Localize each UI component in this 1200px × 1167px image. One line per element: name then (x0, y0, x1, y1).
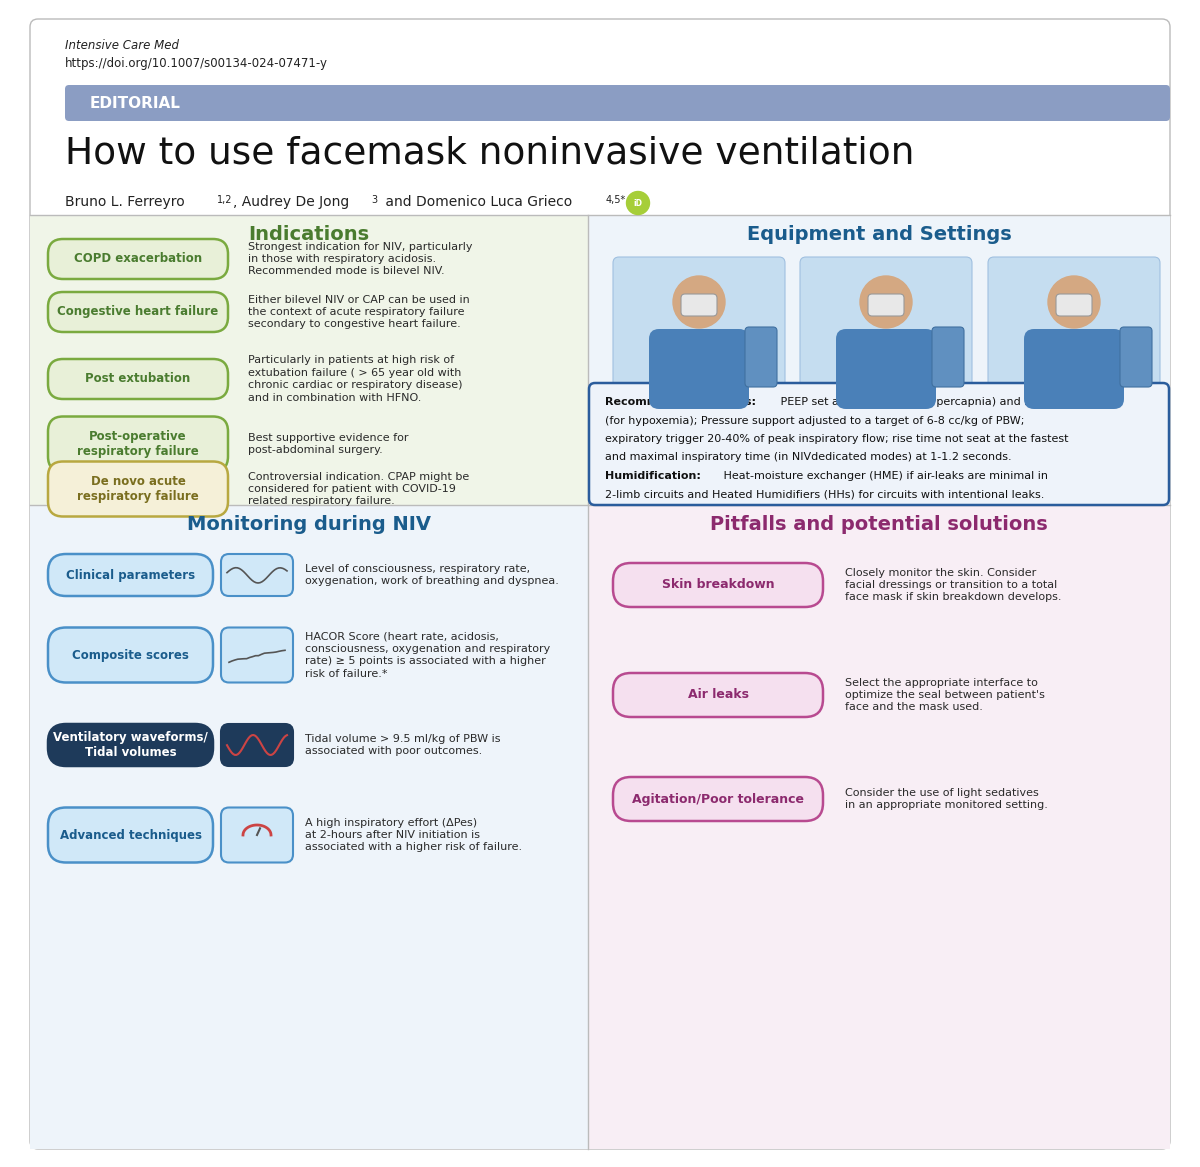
FancyBboxPatch shape (868, 294, 904, 316)
Text: PEEP set at 5 cmH₂O (for hypercapnia) and 5-8 cmH₂O: PEEP set at 5 cmH₂O (for hypercapnia) an… (778, 397, 1085, 407)
Text: Closely monitor the skin. Consider
facial dressings or transition to a total
fac: Closely monitor the skin. Consider facia… (845, 567, 1062, 602)
Text: Humidification:: Humidification: (605, 471, 701, 481)
FancyBboxPatch shape (48, 239, 228, 279)
Text: (2-limb circuit): (2-limb circuit) (845, 443, 926, 453)
FancyBboxPatch shape (48, 628, 214, 683)
FancyBboxPatch shape (30, 19, 1170, 1149)
Text: Congestive heart failure: Congestive heart failure (58, 306, 218, 319)
Text: Post-operative
respiratory failure: Post-operative respiratory failure (77, 429, 199, 459)
Text: Indications: Indications (248, 225, 370, 244)
FancyBboxPatch shape (48, 359, 228, 399)
Text: Select the appropriate interface to
optimize the seal between patient's
face and: Select the appropriate interface to opti… (845, 678, 1045, 712)
FancyBboxPatch shape (836, 329, 936, 408)
FancyBboxPatch shape (65, 85, 1170, 121)
Text: 3: 3 (371, 195, 377, 205)
Text: Pitfalls and potential solutions: Pitfalls and potential solutions (710, 515, 1048, 534)
Text: Clinical parameters: Clinical parameters (66, 568, 196, 581)
Text: Strongest indication for NIV, particularly
in those with respiratory acidosis.
R: Strongest indication for NIV, particular… (248, 242, 473, 277)
Text: (for hypoxemia); Pressure support adjusted to a target of 6-8 cc/kg of PBW;: (for hypoxemia); Pressure support adjust… (605, 415, 1025, 426)
Text: Bruno L. Ferreyro: Bruno L. Ferreyro (65, 195, 185, 209)
Text: 1,2: 1,2 (217, 195, 233, 205)
FancyBboxPatch shape (988, 257, 1160, 417)
FancyBboxPatch shape (48, 808, 214, 862)
FancyBboxPatch shape (221, 554, 293, 596)
Text: iD: iD (634, 198, 642, 208)
FancyBboxPatch shape (1056, 294, 1092, 316)
FancyBboxPatch shape (589, 383, 1169, 505)
Text: Best supportive evidence for
post-abdominal surgery.: Best supportive evidence for post-abdomi… (248, 433, 408, 455)
FancyBboxPatch shape (613, 562, 823, 607)
Text: Particularly in patients at high risk of
extubation failure ( > 65 year old with: Particularly in patients at high risk of… (248, 356, 462, 403)
FancyBboxPatch shape (221, 808, 293, 862)
Text: , Audrey De Jong: , Audrey De Jong (233, 195, 349, 209)
Text: Controversial indication. CPAP might be
considered for patient with COVID-19
rel: Controversial indication. CPAP might be … (248, 471, 469, 506)
FancyBboxPatch shape (48, 417, 228, 471)
Text: Recommended settings:: Recommended settings: (605, 397, 756, 407)
FancyBboxPatch shape (221, 724, 293, 766)
Text: Level of consciousness, respiratory rate,
oxygenation, work of breathing and dys: Level of consciousness, respiratory rate… (305, 564, 559, 586)
Text: Skin breakdown: Skin breakdown (661, 579, 774, 592)
FancyBboxPatch shape (588, 505, 1170, 1149)
Text: Either bilevel NIV or CAP can be used in
the context of acute respiratory failur: Either bilevel NIV or CAP can be used in… (248, 294, 469, 329)
Text: Oronasal Mask: Oronasal Mask (650, 421, 748, 434)
Text: HACOR Score (heart rate, acidosis,
consciousness, oxygenation and respiratory
ra: HACOR Score (heart rate, acidosis, consc… (305, 631, 551, 678)
FancyBboxPatch shape (588, 215, 1170, 505)
FancyBboxPatch shape (48, 461, 228, 517)
Text: Ventilatory waveforms/
Tidal volumes: Ventilatory waveforms/ Tidal volumes (53, 731, 208, 759)
Text: Full Face Mask: Full Face Mask (838, 421, 935, 434)
FancyBboxPatch shape (1024, 329, 1124, 408)
Text: EDITORIAL: EDITORIAL (90, 96, 181, 111)
Text: Heat-moisture exchanger (HME) if air-leaks are minimal in: Heat-moisture exchanger (HME) if air-lea… (720, 471, 1048, 481)
FancyBboxPatch shape (48, 292, 228, 331)
Text: Composite scores: Composite scores (72, 649, 188, 662)
Text: expiratory trigger 20-40% of peak inspiratory flow; rise time not seat at the fa: expiratory trigger 20-40% of peak inspir… (605, 434, 1068, 443)
Text: Intensive Care Med: Intensive Care Med (65, 39, 179, 53)
Text: A high inspiratory effort (ΔPes)
at 2-hours after NIV initiation is
associated w: A high inspiratory effort (ΔPes) at 2-ho… (305, 818, 522, 852)
Text: (single limb + leak): (single limb + leak) (1019, 443, 1129, 453)
Text: COPD exacerbation: COPD exacerbation (74, 252, 202, 266)
Circle shape (626, 191, 649, 215)
Text: De novo acute
respiratory failure: De novo acute respiratory failure (77, 475, 199, 503)
FancyBboxPatch shape (30, 215, 588, 505)
FancyBboxPatch shape (682, 294, 718, 316)
Text: How to use facemask noninvasive ventilation: How to use facemask noninvasive ventilat… (65, 135, 914, 172)
FancyBboxPatch shape (30, 505, 588, 1149)
FancyBboxPatch shape (745, 327, 778, 387)
Text: Post extubation: Post extubation (85, 372, 191, 385)
Text: Consider the use of light sedatives
in an appropriate monitored setting.: Consider the use of light sedatives in a… (845, 788, 1048, 810)
Text: Oronasal Mask: Oronasal Mask (1025, 421, 1123, 434)
Circle shape (860, 277, 912, 328)
FancyBboxPatch shape (1120, 327, 1152, 387)
Text: 2-limb circuits and Heated Humidifiers (HHs) for circuits with intentional leaks: 2-limb circuits and Heated Humidifiers (… (605, 489, 1044, 499)
FancyBboxPatch shape (613, 257, 785, 417)
Text: (2-limb circuit): (2-limb circuit) (658, 443, 740, 453)
Text: Tidal volume > 9.5 ml/kg of PBW is
associated with poor outcomes.: Tidal volume > 9.5 ml/kg of PBW is assoc… (305, 734, 500, 756)
FancyBboxPatch shape (613, 777, 823, 822)
FancyBboxPatch shape (221, 628, 293, 683)
FancyBboxPatch shape (649, 329, 749, 408)
Text: Equipment and Settings: Equipment and Settings (746, 225, 1012, 244)
FancyBboxPatch shape (48, 724, 214, 766)
Text: Agitation/Poor tolerance: Agitation/Poor tolerance (632, 792, 804, 805)
FancyBboxPatch shape (800, 257, 972, 417)
FancyBboxPatch shape (48, 554, 214, 596)
Text: Monitoring during NIV: Monitoring during NIV (187, 515, 431, 534)
FancyBboxPatch shape (613, 673, 823, 717)
Text: and Domenico Luca Grieco: and Domenico Luca Grieco (382, 195, 572, 209)
Text: and maximal inspiratory time (in NIVdedicated modes) at 1-1.2 seconds.: and maximal inspiratory time (in NIVdedi… (605, 453, 1012, 462)
Text: 4,5*: 4,5* (606, 195, 626, 205)
Text: https://doi.org/10.1007/s00134-024-07471-y: https://doi.org/10.1007/s00134-024-07471… (65, 57, 328, 70)
Text: Air leaks: Air leaks (688, 689, 749, 701)
Text: Advanced techniques: Advanced techniques (60, 829, 202, 841)
FancyBboxPatch shape (932, 327, 964, 387)
Circle shape (673, 277, 725, 328)
Circle shape (1048, 277, 1100, 328)
